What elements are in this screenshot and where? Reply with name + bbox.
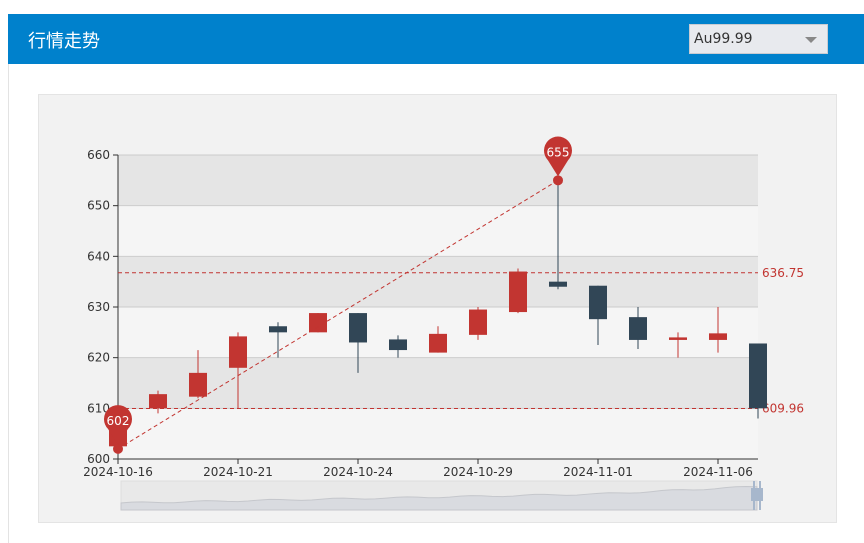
- y-tick-label: 610: [87, 401, 110, 415]
- x-tick-label: 2024-10-21: [203, 465, 273, 479]
- candle-body: [669, 337, 687, 340]
- header-bar: 行情走势 Au99.99: [8, 14, 864, 64]
- split-area: [118, 408, 758, 459]
- content-frame: [8, 14, 864, 543]
- candle-body: [589, 285, 607, 320]
- chevron-down-icon: [805, 37, 817, 43]
- data-zoom-handle[interactable]: [751, 488, 763, 501]
- mark-point-label: 655: [547, 145, 570, 159]
- candle-body: [549, 281, 567, 287]
- x-tick-label: 2024-10-29: [443, 465, 513, 479]
- candle-body: [269, 326, 287, 333]
- split-area: [118, 205, 758, 257]
- candle-body: [749, 343, 767, 409]
- split-area: [118, 357, 758, 409]
- y-tick-label: 660: [87, 148, 110, 162]
- mark-line-label: 609.96: [762, 402, 804, 416]
- candle-body: [389, 339, 407, 351]
- candle-body: [509, 271, 527, 313]
- candle-body: [629, 317, 647, 340]
- symbol-select[interactable]: Au99.99: [689, 24, 828, 54]
- candle-body: [709, 333, 727, 340]
- x-tick-label: 2024-10-16: [83, 465, 153, 479]
- mark-point-dot: [553, 175, 563, 186]
- candle-body: [189, 372, 207, 397]
- candle-body: [349, 313, 367, 343]
- split-area: [118, 155, 758, 206]
- page-title: 行情走势: [28, 31, 100, 52]
- candle-body: [429, 333, 447, 353]
- y-tick-label: 600: [87, 452, 110, 466]
- mark-line-label: 636.75: [762, 266, 804, 280]
- x-tick-label: 2024-11-06: [683, 465, 753, 479]
- y-tick-label: 640: [87, 249, 110, 263]
- y-tick-label: 630: [87, 300, 110, 314]
- x-tick-label: 2024-10-24: [323, 465, 393, 479]
- mark-point-pin-icon: [544, 136, 573, 177]
- y-tick-label: 650: [87, 199, 110, 213]
- symbol-select-value: Au99.99: [694, 31, 753, 47]
- x-tick-label: 2024-11-01: [563, 465, 633, 479]
- trend-line: [117, 179, 559, 450]
- candle-body: [149, 394, 167, 409]
- candle-body: [469, 309, 487, 335]
- data-zoom-preview: [120, 485, 758, 511]
- mark-point-pin-icon: [104, 405, 132, 445]
- candle-body: [229, 336, 247, 368]
- mark-point-label: 602: [107, 414, 130, 428]
- mark-point-dot: [113, 443, 123, 454]
- y-tick-label: 620: [87, 351, 110, 365]
- candle-body: [309, 313, 327, 333]
- split-area: [118, 256, 758, 307]
